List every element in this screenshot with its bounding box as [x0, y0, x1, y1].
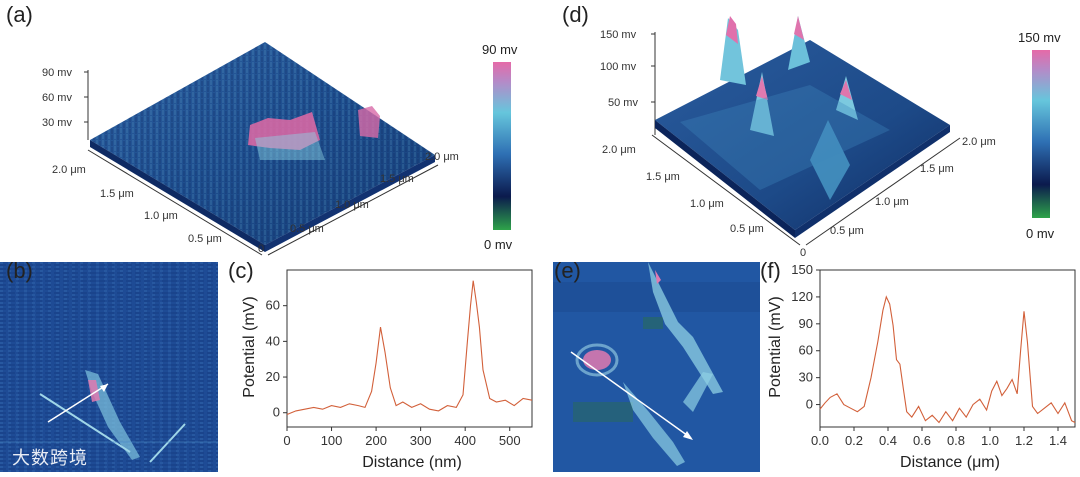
z-tick: 50 mv	[608, 97, 638, 109]
y-tick-label: 150	[791, 262, 813, 277]
chart-c: Potential (mV) Distance (nm) 0 100 200 300 4…	[241, 269, 533, 471]
y-tick-label: 0	[273, 405, 280, 420]
x-tick-label: 0.8	[947, 433, 965, 448]
panel-label-f: (f)	[760, 258, 781, 283]
chart-f: Potential (mV) Distance (μm) 0.0 0.2 0.4 0.…	[767, 262, 1076, 471]
series-line	[286, 280, 533, 416]
y-tick-label: 90	[799, 316, 813, 331]
z-tick: 150 mv	[600, 29, 637, 41]
x-tick: 2.0 μm	[52, 164, 86, 176]
x-tick: 2.0 μm	[602, 144, 636, 156]
y-tick: 2.0 μm	[962, 136, 996, 148]
colorbar-d	[1032, 50, 1050, 218]
panel-label-e: (e)	[554, 258, 581, 283]
x-tick: 0.5 μm	[730, 223, 764, 235]
surface-plane	[655, 40, 950, 230]
x-tick-label: 1.0	[981, 433, 999, 448]
y-tick-label: 30	[799, 370, 813, 385]
y-tick: 1.5 μm	[380, 173, 414, 185]
y-tick-label: 0	[806, 397, 813, 412]
x-tick-label: 300	[410, 433, 432, 448]
x-tick-label: 200	[365, 433, 387, 448]
x-tick-label: 500	[499, 433, 521, 448]
x-tick: 0	[258, 243, 264, 255]
y-tick-label: 20	[266, 369, 280, 384]
colorbar-a	[493, 62, 511, 230]
x-tick-label: 0.2	[845, 433, 863, 448]
chart-f-xlabel: Distance (μm)	[900, 454, 1000, 471]
panel-label-a: (a)	[6, 2, 33, 27]
y-tick-label: 60	[266, 298, 280, 313]
plot-frame	[819, 269, 1076, 428]
peak-ridge	[248, 112, 320, 150]
y-tick: 1.0 μm	[875, 196, 909, 208]
x-tick-label: 0.6	[913, 433, 931, 448]
y-tick: 1.5 μm	[920, 163, 954, 175]
panel-d-surface: 150 mv 100 mv 50 mv 2.0 μm 1.5 μm 1.0 μm…	[600, 16, 996, 259]
y-tick: 0.5 μm	[830, 225, 864, 237]
panel-b-map	[0, 262, 218, 472]
x-tick-label: 0.0	[811, 433, 829, 448]
colorbar-min: 0 mv	[484, 237, 513, 252]
x-tick: 1.5 μm	[646, 171, 680, 183]
z-tick: 30 mv	[42, 117, 72, 129]
x-tick: 1.0 μm	[690, 198, 724, 210]
x-tick-label: 0	[283, 433, 290, 448]
panel-label-b: (b)	[6, 258, 33, 283]
panel-a-surface: 90 mv 60 mv 30 mv 2.0 μm 1.5 μm 1.0 μm 0…	[42, 42, 459, 256]
chart-f-ylabel: Potential (mV)	[767, 296, 784, 397]
y-tick-label: 120	[791, 289, 813, 304]
y-tick: 0.5 μm	[290, 223, 324, 235]
y-tick: 1.0 μm	[335, 199, 369, 211]
x-tick-label: 400	[454, 433, 476, 448]
plot-frame	[286, 269, 533, 428]
colorbar-max: 90 mv	[482, 42, 518, 57]
series-line	[819, 295, 1076, 424]
x-tick: 0	[800, 247, 806, 259]
chart-c-xlabel: Distance (nm)	[362, 454, 462, 471]
y-tick-label: 60	[799, 343, 813, 358]
x-tick-label: 0.4	[879, 433, 897, 448]
z-tick: 90 mv	[42, 67, 72, 79]
x-tick-label: 1.4	[1049, 433, 1067, 448]
y-tick: 2.0 μm	[425, 151, 459, 163]
panel-e-map	[553, 262, 760, 472]
z-tick: 100 mv	[600, 61, 637, 73]
z-tick: 60 mv	[42, 92, 72, 104]
panel-label-d: (d)	[562, 2, 589, 27]
x-tick-label: 100	[321, 433, 343, 448]
watermark: 大数跨境	[12, 448, 88, 468]
chart-c-ylabel: Potential (mV)	[241, 296, 258, 397]
colorbar-max: 150 mv	[1018, 30, 1061, 45]
colorbar-min: 0 mv	[1026, 226, 1055, 241]
y-tick-label: 40	[266, 333, 280, 348]
x-tick: 1.0 μm	[144, 210, 178, 222]
x-tick-label: 1.2	[1015, 433, 1033, 448]
x-tick: 0.5 μm	[188, 233, 222, 245]
x-tick: 1.5 μm	[100, 188, 134, 200]
panel-label-c: (c)	[228, 258, 254, 283]
